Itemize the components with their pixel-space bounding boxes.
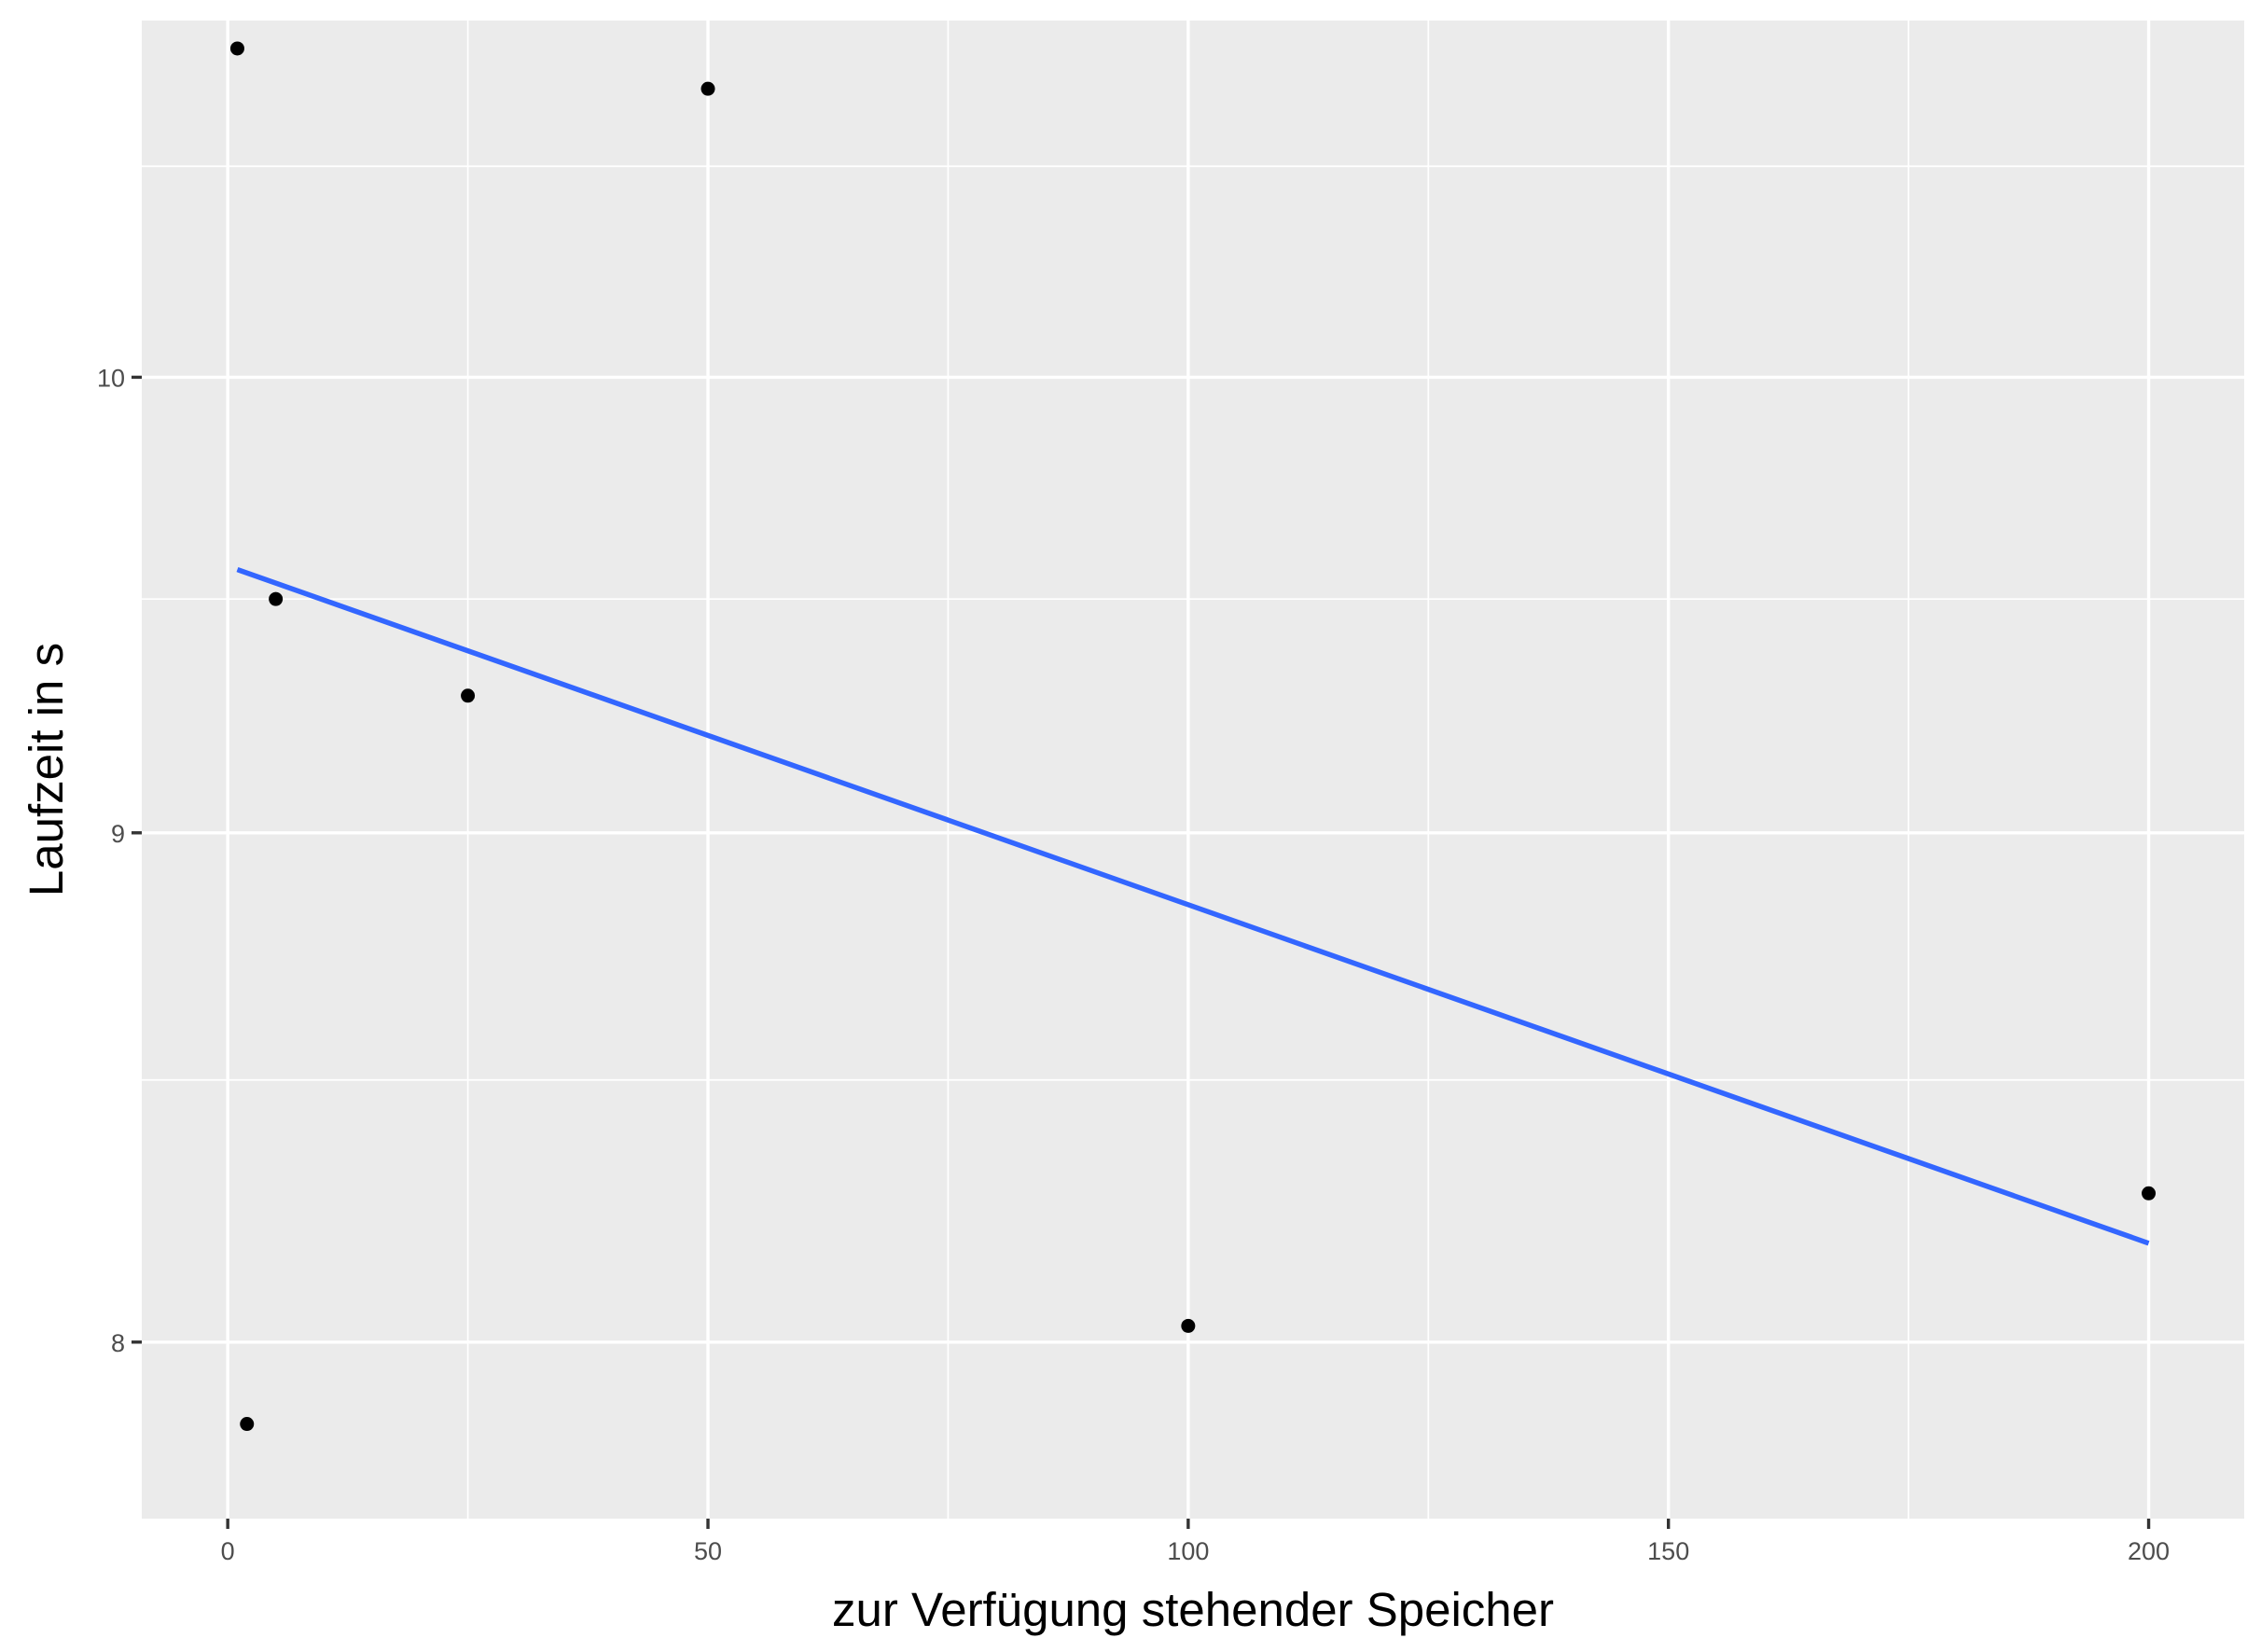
plot-panel-background (142, 21, 2244, 1519)
x-tick-label: 150 (1647, 1537, 1689, 1565)
regression-line-group (236, 566, 2150, 1246)
regression-line (236, 566, 2150, 1246)
data-points (229, 41, 2157, 1432)
y-tick-label: 10 (97, 364, 125, 392)
y-axis-title: Laufzeit in s (20, 643, 73, 896)
data-point (229, 41, 244, 56)
y-tick-label: 9 (111, 820, 125, 848)
data-point (269, 591, 284, 606)
axes: 0 50 100 150 200 8 9 10 (97, 364, 2170, 1565)
data-point (700, 81, 715, 96)
gridlines (142, 21, 2244, 1519)
data-point (461, 688, 476, 703)
x-axis-title: zur Verfügung stehender Speicher (832, 1583, 1554, 1636)
data-point (240, 1417, 255, 1432)
y-tick-label: 8 (111, 1329, 125, 1357)
x-tick-label: 50 (694, 1537, 722, 1565)
data-point (1181, 1318, 1196, 1333)
data-point (2142, 1186, 2157, 1201)
x-tick-label: 200 (2128, 1537, 2170, 1565)
x-tick-label: 0 (221, 1537, 235, 1565)
x-tick-label: 100 (1167, 1537, 1209, 1565)
